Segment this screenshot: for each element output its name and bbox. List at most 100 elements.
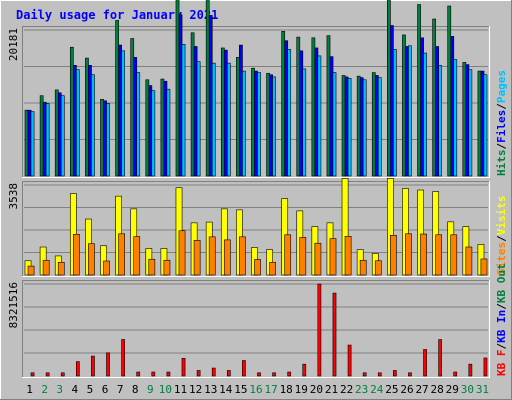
chart-title: Daily usage for January 2021 (16, 8, 218, 22)
day-label: 17 (264, 383, 277, 396)
bar-hits (371, 72, 376, 177)
bar-hits (69, 46, 74, 177)
legend-separator: / (495, 303, 508, 310)
day-label: 19 (295, 383, 308, 396)
bar-hits (130, 38, 135, 177)
legend-separator: / (495, 235, 508, 242)
panel-max-label: 20181 (7, 28, 20, 61)
bar-hits (205, 0, 210, 177)
bar-pages (181, 44, 186, 177)
day-label: 28 (431, 383, 444, 396)
day-label: 22 (340, 383, 353, 396)
bar-hits (477, 70, 482, 177)
bar-pages (60, 95, 65, 177)
bar-sites (480, 258, 488, 276)
bar-files (88, 65, 92, 177)
bar-hits (190, 32, 195, 177)
bar-files (314, 47, 319, 177)
bar-kb-f (377, 372, 382, 377)
bar-pages (196, 61, 201, 177)
legend-entry-kb-f: KB F (495, 350, 508, 377)
bar-hits (236, 57, 240, 177)
bar-pages (272, 76, 276, 177)
bar-files (374, 75, 379, 177)
day-label: 6 (102, 383, 109, 396)
day-label: 7 (117, 383, 124, 396)
bar-pages (347, 78, 352, 177)
bar-sites (42, 259, 50, 276)
day-label: 26 (400, 383, 413, 396)
bar-hits (296, 36, 301, 177)
bar-pages (287, 49, 292, 177)
bar-hits (160, 78, 165, 177)
bar-files (465, 64, 470, 177)
bar-hits (356, 75, 361, 177)
bar-pages (393, 49, 397, 177)
bar-kb-f (75, 361, 80, 377)
bar-kb-f (30, 372, 35, 377)
bar-sites (420, 233, 427, 276)
legend-entry-hits: Hits (495, 150, 508, 177)
bar-sites (344, 236, 352, 276)
bar-hits (115, 20, 119, 177)
bar-sites (178, 230, 186, 276)
bar-kb-f (302, 363, 307, 377)
bar-kb-f (242, 360, 246, 377)
bar-hits (311, 37, 316, 177)
panel-bottom: 8321516 (7, 280, 490, 378)
legend-middle: Sites/Visits (495, 196, 508, 276)
bar-hits (387, 0, 391, 177)
day-label: 30 (461, 383, 474, 396)
bar-pages (30, 111, 35, 177)
bar-hits (100, 99, 104, 177)
panels: 20181 3538 8321516 (7, 0, 490, 378)
bar-kb-f (181, 358, 186, 377)
bar-pages (423, 52, 427, 177)
bar-pages (226, 62, 231, 177)
bar-sites (239, 236, 246, 276)
bar-pages (211, 62, 216, 177)
day-label: 21 (325, 383, 338, 396)
bar-sites (405, 233, 412, 276)
bar-kb-f (257, 372, 261, 377)
bar-sites (148, 258, 156, 276)
day-label: 25 (385, 383, 398, 396)
bar-sites (450, 234, 458, 276)
bar-sites (314, 242, 322, 276)
legend-text: Hits/Files/Pages (495, 70, 508, 176)
bar-files (223, 49, 228, 177)
day-label: 12 (189, 383, 202, 396)
bar-hits (341, 75, 346, 177)
legend-entry-kb-out: KB Out (495, 263, 508, 303)
bar-files (480, 70, 485, 177)
bar-sites (118, 233, 125, 276)
bar-sites (269, 261, 276, 276)
bar-pages (136, 72, 141, 177)
bar-kb-f (453, 371, 458, 377)
bar-hits (145, 79, 150, 177)
bar-hits (266, 72, 270, 177)
bar-pages (302, 68, 307, 177)
bar-pages (242, 70, 246, 177)
bar-hits (39, 95, 44, 177)
day-label: 18 (280, 383, 293, 396)
bar-kb-f (483, 357, 488, 377)
day-label: 24 (370, 383, 384, 396)
bar-hits (24, 109, 29, 177)
bar-files (420, 37, 424, 177)
day-label: 5 (87, 383, 94, 396)
legend-top: Hits/Files/Pages (495, 70, 508, 176)
bar-sites (254, 259, 261, 276)
bar-sites (223, 239, 231, 276)
bar-files (133, 57, 138, 177)
day-label: 13 (204, 383, 217, 396)
day-label: 2 (41, 383, 48, 396)
panel-max-label: 8321516 (7, 282, 20, 328)
day-label: 8 (132, 383, 139, 396)
bar-sites (284, 234, 292, 276)
bar-files (405, 46, 409, 177)
bar-pages (106, 103, 110, 177)
legend-separator: / (495, 103, 508, 110)
bar-files (178, 14, 183, 177)
bar-pages (362, 79, 367, 177)
